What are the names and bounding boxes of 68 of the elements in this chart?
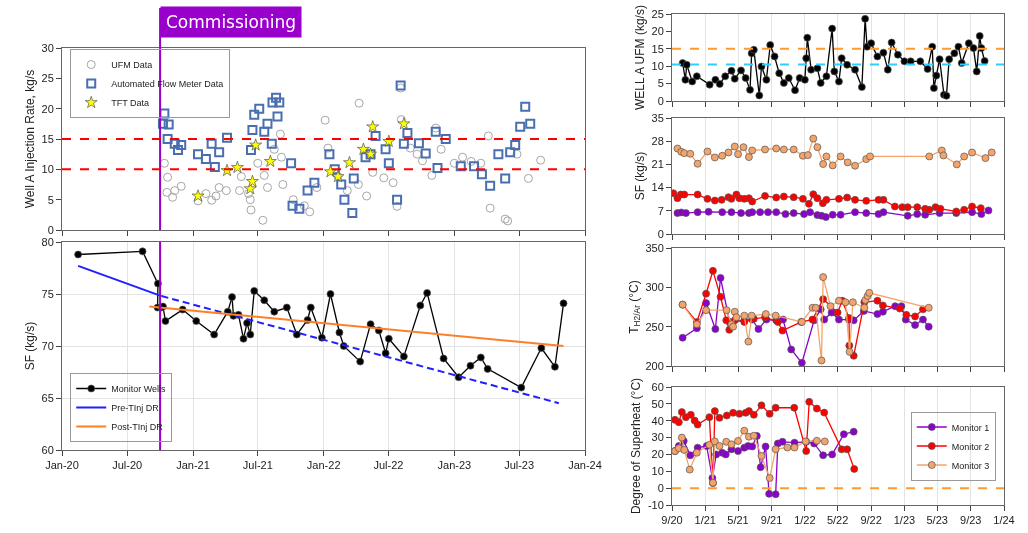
x-tick-label: 5/22	[826, 514, 849, 527]
y-tick-label: 200	[645, 359, 664, 372]
y-tick-label: 70	[41, 339, 54, 352]
y-tick-label: 10	[41, 163, 54, 176]
y-tick-label: 10	[651, 60, 664, 73]
y-tick-label: 25	[41, 72, 54, 85]
y-tick-label: 20	[651, 25, 664, 38]
y-tick-label: 5	[657, 77, 664, 90]
y-tick-label: 21	[651, 158, 664, 171]
legend-label: Monitor 1	[951, 422, 990, 433]
x-tick-label: Jan-24	[568, 459, 602, 472]
y-tick-label: 60	[41, 443, 54, 456]
legend-label: UFM Data	[111, 60, 153, 71]
x-tick-label: Jul-21	[242, 459, 273, 472]
y-tick-label: 28	[651, 135, 664, 148]
y-tick-label: 15	[651, 42, 664, 55]
y-tick-label: 25	[651, 7, 664, 20]
y-tick-label: 30	[41, 41, 54, 54]
y-tick-label: 0	[657, 94, 664, 107]
x-tick-label: 5/21	[727, 514, 749, 527]
x-tick-label: 1/21	[694, 514, 716, 527]
x-tick-label: 9/23	[960, 514, 982, 527]
y-axis-title: Well A Injection Rate, kg/s	[22, 69, 37, 209]
y-tick-label: 300	[645, 281, 664, 294]
legend-label: Commissioning	[166, 12, 297, 32]
x-tick-label: Jan-21	[176, 459, 210, 472]
x-tick-label: 1/23	[893, 514, 916, 527]
x-tick-label: 9/22	[860, 514, 882, 527]
legend-label: Pre-TInj DR	[111, 403, 160, 414]
x-tick-label: 9/21	[760, 514, 783, 527]
y-tick-label: 75	[41, 287, 54, 300]
y-tick-label: 65	[41, 391, 54, 404]
y-tick-label: 0	[657, 227, 664, 240]
x-tick-label: Jan-22	[306, 459, 341, 472]
legend-label: Monitor 2	[951, 441, 990, 452]
y-tick-label: 0	[657, 481, 664, 494]
y-tick-label: 20	[651, 448, 664, 461]
x-tick-label: Jul-23	[504, 459, 535, 472]
y-tick-label: 350	[645, 241, 664, 254]
y-tick-label: 20	[41, 102, 54, 115]
y-tick-label: 15	[41, 132, 54, 145]
y-tick-label: -10	[647, 498, 664, 511]
y-tick-label: 35	[651, 111, 664, 124]
y-axis-title: Degree of Superheat (°C)	[629, 377, 644, 515]
x-tick-label: 1/22	[794, 514, 816, 527]
y-axis-title: WELL A UFM (kg/s)	[632, 5, 647, 110]
x-tick-label: Jul-22	[373, 459, 404, 472]
y-tick-label: 10	[651, 465, 664, 478]
y-tick-label: 80	[41, 235, 54, 248]
x-tick-label: Jul-20	[112, 459, 143, 472]
y-tick-label: 50	[651, 397, 664, 410]
y-tick-label: 14	[651, 181, 664, 194]
y-tick-label: 7	[657, 204, 664, 217]
x-tick-label: Jan-23	[437, 459, 472, 472]
y-tick-label: 60	[651, 380, 664, 393]
x-tick-label: 1/24	[993, 514, 1015, 527]
y-tick-label: 250	[645, 320, 664, 333]
y-tick-label: 0	[47, 223, 54, 236]
y-axis-title: SF (kg/s)	[22, 321, 37, 371]
x-tick-label: 9/20	[661, 514, 683, 527]
y-tick-label: 30	[651, 431, 664, 444]
y-axis-title: SF (kg/s)	[632, 151, 647, 201]
legend-label: TFT Data	[111, 98, 150, 109]
y-tick-label: 5	[47, 193, 54, 206]
x-tick-label: Jan-20	[45, 459, 79, 472]
legend-label: Monitor 3	[951, 460, 990, 471]
x-tick-label: 5/23	[926, 514, 948, 527]
y-tick-label: 40	[651, 414, 664, 427]
